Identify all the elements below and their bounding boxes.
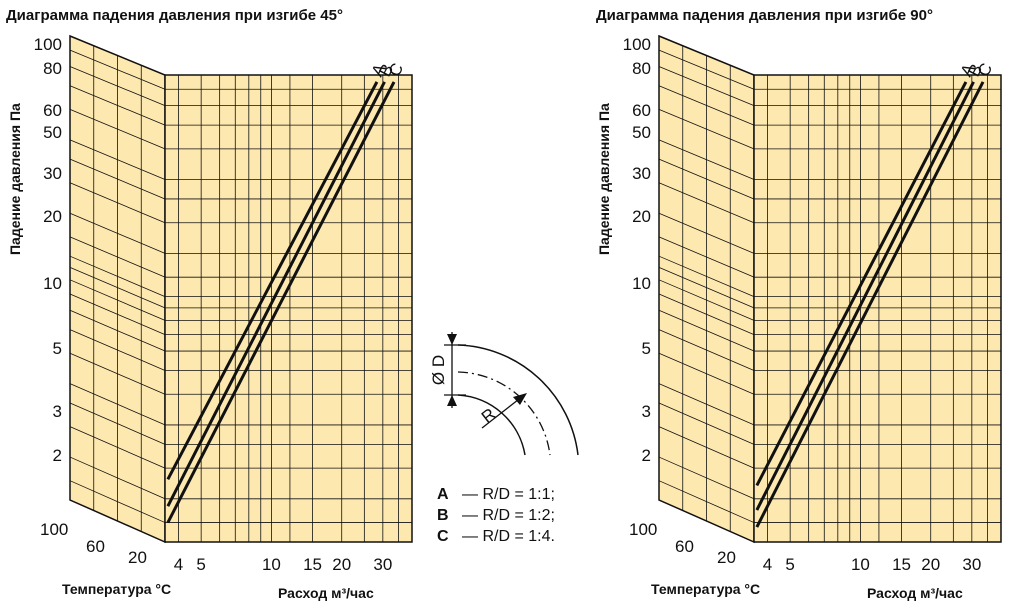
x-tick-label: 15 (892, 555, 911, 574)
arrow-up-icon (447, 395, 457, 406)
x-tick-label: 10 (851, 555, 870, 574)
temperature-tick-label: 100 (629, 520, 657, 539)
y-tick-label: 100 (34, 35, 62, 54)
inner-wall-arc (457, 394, 526, 456)
series-line-a (755, 81, 968, 487)
temperature-axis-label: Температура °C (651, 581, 760, 597)
x-axis-label: Расход м³/час (867, 585, 963, 601)
chart-title: Диаграмма падения давления при изгибе 90… (596, 7, 933, 24)
plot-area (753, 74, 1002, 543)
y-tick-label: 50 (632, 123, 651, 142)
temperature-axis-label: Температура °C (62, 581, 171, 597)
temperature-tick-label: 20 (717, 548, 736, 567)
legend: A — R/D = 1:1; B — R/D = 1:2; C — R/D = … (437, 486, 555, 545)
pipe-bend-diagram: Ø D R (429, 332, 579, 456)
temperature-tick-label: 60 (675, 537, 694, 556)
grid (658, 45, 1001, 542)
y-tick-label: 60 (43, 101, 62, 120)
plot-area (164, 74, 413, 543)
y-tick-label: 5 (53, 339, 62, 358)
y-tick-label: 50 (43, 123, 62, 142)
arrow-down-icon (447, 334, 457, 345)
y-tick-label: 60 (632, 101, 651, 120)
legend-text-a: — R/D = 1:1; (462, 486, 555, 503)
x-tick-label: 4 (174, 555, 183, 574)
radius-arrow-icon (513, 393, 527, 405)
x-axis-label: Расход м³/час (278, 585, 374, 601)
x-tick-label: 30 (962, 555, 981, 574)
grid (69, 45, 412, 542)
y-tick-label: 3 (642, 402, 651, 421)
y-tick-label: 100 (623, 35, 651, 54)
series-lines: ABC (166, 60, 407, 524)
series-line-c (755, 81, 985, 528)
y-tick-label: 20 (632, 207, 651, 226)
series-line-c (166, 81, 396, 524)
legend-text-b: — R/D = 1:2; (462, 507, 555, 524)
x-tick-label: 5 (196, 555, 205, 574)
y-tick-label: 3 (53, 402, 62, 421)
diameter-label: Ø D (429, 355, 448, 385)
x-tick-label: 4 (763, 555, 772, 574)
x-tick-label: 5 (785, 555, 794, 574)
y-tick-label: 2 (53, 446, 62, 465)
x-tick-label: 20 (921, 555, 940, 574)
series-line-b (166, 81, 386, 507)
temperature-tick-label: 20 (128, 548, 147, 567)
y-tick-label: 5 (642, 339, 651, 358)
series-line-a (166, 81, 379, 481)
centerline-arc (457, 371, 551, 456)
series-line-b (755, 81, 975, 511)
outer-wall-arc (457, 344, 579, 456)
temperature-tick-label: 100 (40, 520, 68, 539)
legend-text-c: — R/D = 1:4. (462, 528, 555, 545)
y-tick-label: 20 (43, 207, 62, 226)
legend-key-b: B (437, 507, 449, 524)
chart-bend-45: Диаграмма падения давления при изгибе 45… (6, 7, 413, 601)
temperature-tick-label: 60 (86, 537, 105, 556)
x-tick-label: 20 (332, 555, 351, 574)
radius-line (481, 395, 524, 429)
legend-key-a: A (437, 486, 449, 503)
y-tick-label: 80 (43, 59, 62, 78)
chart-title: Диаграмма падения давления при изгибе 45… (6, 7, 343, 24)
legend-key-c: C (437, 528, 449, 545)
x-tick-label: 15 (303, 555, 322, 574)
chart-bend-90: Диаграмма падения давления при изгибе 90… (596, 7, 1002, 601)
x-tick-label: 30 (373, 555, 392, 574)
y-axis-label: Падение давления Па (596, 103, 612, 255)
y-tick-label: 10 (43, 274, 62, 293)
y-tick-label: 30 (43, 164, 62, 183)
y-tick-label: 10 (632, 274, 651, 293)
y-axis-label: Падение давления Па (7, 103, 23, 255)
y-tick-label: 2 (642, 446, 651, 465)
y-tick-label: 80 (632, 59, 651, 78)
x-tick-label: 10 (262, 555, 281, 574)
y-tick-label: 30 (632, 164, 651, 183)
